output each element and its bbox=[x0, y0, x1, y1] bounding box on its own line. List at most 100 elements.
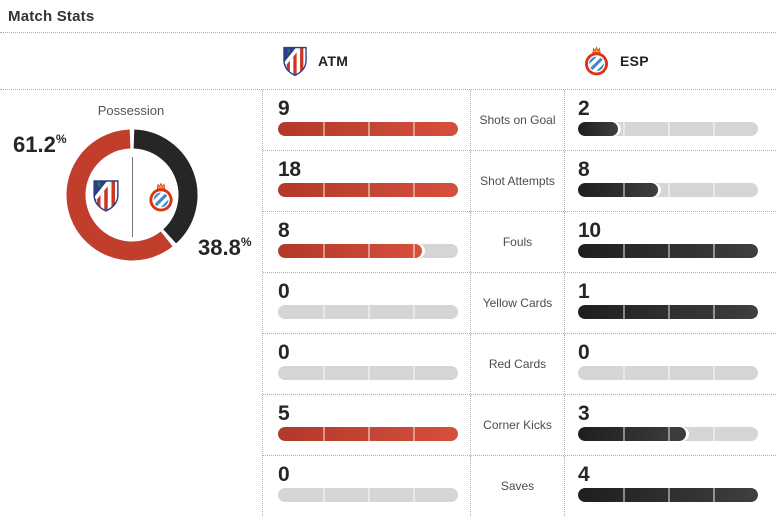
stat-home-cell: 5 bbox=[263, 395, 470, 455]
espanyol-crest-icon bbox=[148, 182, 174, 212]
stat-away-bar-fill bbox=[578, 305, 758, 319]
stat-away-value: 2 bbox=[578, 97, 590, 120]
possession-away-percent: 38.8% bbox=[198, 235, 252, 260]
bar-segment-divider bbox=[323, 244, 325, 258]
stat-away-bar-fill bbox=[578, 427, 686, 441]
bar-segment-divider bbox=[623, 122, 625, 136]
stat-home-bar bbox=[278, 305, 458, 319]
bar-segment-divider bbox=[623, 183, 625, 197]
stat-home-bar-fill bbox=[278, 122, 458, 136]
stat-row: 9 Shots on Goal 2 bbox=[263, 90, 776, 151]
bar-segment-divider bbox=[368, 305, 370, 319]
stat-home-cell: 0 bbox=[263, 334, 470, 394]
stat-away-bar bbox=[578, 366, 758, 380]
bar-segment-divider bbox=[713, 122, 715, 136]
stat-home-bar-fill bbox=[278, 183, 458, 197]
bar-segment-divider bbox=[413, 488, 415, 502]
bar-segment-divider bbox=[368, 366, 370, 380]
team-home-code: ATM bbox=[318, 53, 349, 69]
bar-segment-divider bbox=[668, 488, 670, 502]
stat-home-bar-fill bbox=[278, 427, 458, 441]
stat-away-cell: 1 bbox=[565, 273, 776, 333]
bar-segment-divider bbox=[713, 427, 715, 441]
stat-row: 0 Yellow Cards 1 bbox=[263, 273, 776, 334]
team-header-away: ESP bbox=[584, 33, 649, 89]
bar-segment-divider bbox=[623, 305, 625, 319]
bar-segment-divider bbox=[713, 305, 715, 319]
bar-segment-divider bbox=[323, 305, 325, 319]
stats-table: 9 Shots on Goal 2 18 Shot At bbox=[263, 90, 776, 516]
stat-home-value: 0 bbox=[278, 341, 290, 364]
atletico-madrid-crest-icon bbox=[283, 46, 307, 77]
bar-segment-divider bbox=[368, 244, 370, 258]
stat-home-value: 0 bbox=[278, 463, 290, 486]
stat-away-bar bbox=[578, 183, 758, 197]
title-bar: Match Stats bbox=[0, 0, 776, 33]
stat-away-bar bbox=[578, 244, 758, 258]
stat-home-bar bbox=[278, 244, 458, 258]
possession-home-percent: 61.2% bbox=[13, 132, 67, 157]
stat-away-cell: 10 bbox=[565, 212, 776, 272]
stat-home-bar bbox=[278, 366, 458, 380]
stat-home-bar-fill bbox=[278, 244, 422, 258]
bar-segment-divider bbox=[413, 183, 415, 197]
possession-arc-away bbox=[133, 129, 198, 244]
stat-row: 0 Saves 4 bbox=[263, 456, 776, 516]
stat-home-bar bbox=[278, 122, 458, 136]
bar-segment-divider bbox=[623, 488, 625, 502]
stat-row: 8 Fouls 10 bbox=[263, 212, 776, 273]
bar-segment-divider bbox=[668, 122, 670, 136]
stat-away-value: 0 bbox=[578, 341, 590, 364]
stat-away-bar-fill bbox=[578, 183, 658, 197]
stat-home-cell: 18 bbox=[263, 151, 470, 211]
stat-row: 0 Red Cards 0 bbox=[263, 334, 776, 395]
stat-home-cell: 0 bbox=[263, 273, 470, 333]
bar-segment-divider bbox=[713, 183, 715, 197]
stat-home-cell: 8 bbox=[263, 212, 470, 272]
stat-label: Saves bbox=[470, 456, 565, 516]
stat-away-value: 10 bbox=[578, 219, 601, 242]
bar-segment-divider bbox=[668, 183, 670, 197]
stat-row: 5 Corner Kicks 3 bbox=[263, 395, 776, 456]
stat-label: Yellow Cards bbox=[470, 273, 565, 333]
bar-segment-divider bbox=[623, 427, 625, 441]
stat-away-bar bbox=[578, 427, 758, 441]
stat-home-cell: 9 bbox=[263, 90, 470, 150]
stat-away-cell: 8 bbox=[565, 151, 776, 211]
stat-home-bar bbox=[278, 427, 458, 441]
stat-away-cell: 2 bbox=[565, 90, 776, 150]
stat-label: Fouls bbox=[470, 212, 565, 272]
stat-away-bar bbox=[578, 488, 758, 502]
bar-segment-divider bbox=[368, 427, 370, 441]
bar-segment-divider bbox=[368, 183, 370, 197]
page-title: Match Stats bbox=[8, 8, 95, 25]
possession-chart: Possession 61.2% 38.8% bbox=[0, 90, 263, 516]
stat-home-value: 18 bbox=[278, 158, 301, 181]
stat-away-bar-fill bbox=[578, 488, 758, 502]
bar-segment-divider bbox=[323, 122, 325, 136]
stat-home-value: 5 bbox=[278, 402, 290, 425]
bar-segment-divider bbox=[713, 488, 715, 502]
stat-label: Red Cards bbox=[470, 334, 565, 394]
stat-away-cell: 0 bbox=[565, 334, 776, 394]
donut-center-divider bbox=[132, 157, 133, 237]
bar-segment-divider bbox=[668, 427, 670, 441]
bar-segment-divider bbox=[413, 244, 415, 258]
bar-segment-divider bbox=[413, 366, 415, 380]
stat-away-cell: 4 bbox=[565, 456, 776, 516]
bar-segment-divider bbox=[323, 427, 325, 441]
espanyol-crest-icon bbox=[584, 46, 609, 76]
bar-segment-divider bbox=[713, 244, 715, 258]
stat-away-bar-fill bbox=[578, 122, 618, 136]
stat-away-bar-fill bbox=[578, 244, 758, 258]
bar-segment-divider bbox=[368, 488, 370, 502]
bar-segment-divider bbox=[413, 305, 415, 319]
stat-label: Shots on Goal bbox=[470, 90, 565, 150]
possession-label: Possession bbox=[97, 103, 165, 118]
bar-segment-divider bbox=[323, 366, 325, 380]
stat-home-bar bbox=[278, 183, 458, 197]
stat-away-value: 8 bbox=[578, 158, 590, 181]
stat-label: Corner Kicks bbox=[470, 395, 565, 455]
stat-label: Shot Attempts bbox=[470, 151, 565, 211]
teams-header: ATM ESP bbox=[0, 33, 776, 90]
